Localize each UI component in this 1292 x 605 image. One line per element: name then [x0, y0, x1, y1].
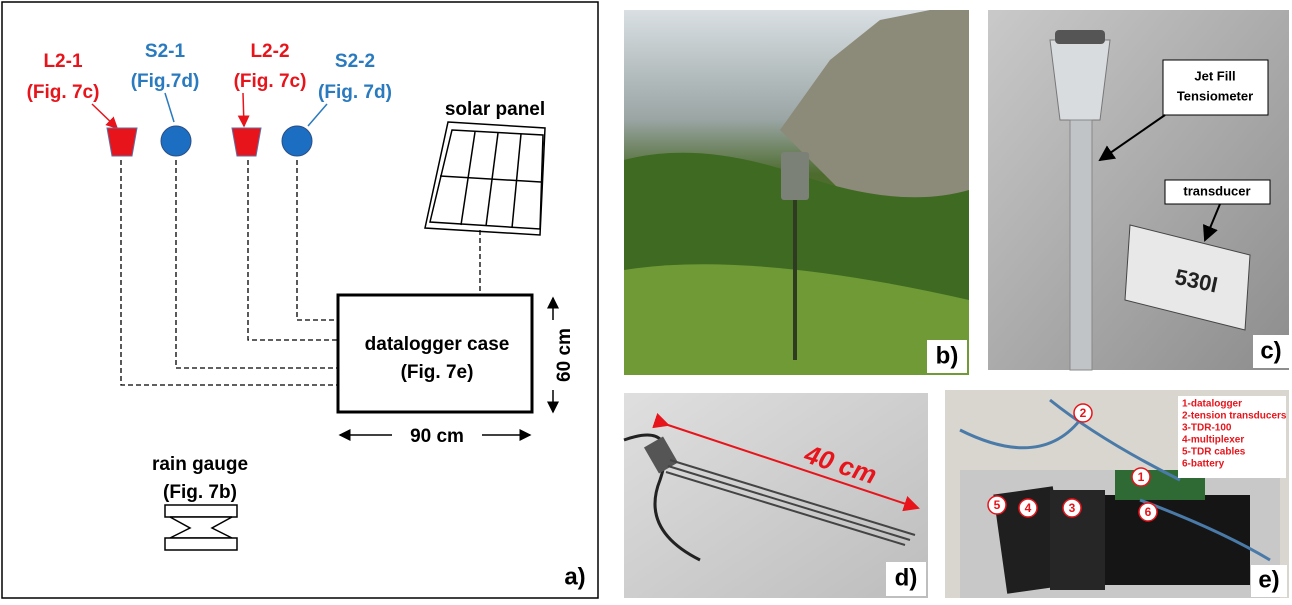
- cable: [120, 160, 338, 386]
- multiplexer: [993, 486, 1067, 594]
- callout-box: [1164, 179, 1271, 205]
- panel-b: b): [624, 10, 969, 375]
- cable: [247, 160, 338, 341]
- label-box: [1253, 335, 1289, 368]
- height-label: 60 cm: [554, 328, 575, 382]
- sensor-icon: [160, 125, 192, 157]
- arrow: [307, 103, 328, 127]
- marker-circle: [1138, 502, 1158, 522]
- width-label: 90 cm: [410, 426, 464, 447]
- label-box: [927, 340, 967, 373]
- mountain: [780, 10, 969, 220]
- label-box: [886, 562, 926, 596]
- length-arrow: [652, 412, 920, 512]
- datalogger-label: datalogger case: [365, 334, 510, 355]
- sensor-icon: [281, 125, 313, 157]
- arrow: [1098, 114, 1166, 162]
- wires: [959, 398, 1271, 562]
- rain-gauge-label: rain gauge: [152, 454, 248, 475]
- arrow: [164, 92, 175, 123]
- battery: [1105, 495, 1250, 585]
- legend-item: 6-battery: [1182, 459, 1225, 470]
- legend-item: 2-tension transducers: [1182, 411, 1287, 422]
- cable: [296, 160, 338, 321]
- legend-item: 3-TDR-100: [1182, 423, 1232, 434]
- marker-label: 3: [1069, 501, 1076, 515]
- arrow: [91, 103, 119, 130]
- sensor-icon: [231, 127, 262, 157]
- sensor-icon: [106, 127, 138, 157]
- marker-circle: [1073, 403, 1093, 423]
- legend-box: [1178, 396, 1286, 478]
- transducer-box: [1124, 224, 1251, 331]
- callout-label: Jet Fill: [1194, 68, 1235, 83]
- arrow: [1203, 203, 1221, 242]
- rain-gauge-ref: (Fig. 7b): [163, 482, 237, 503]
- arrow: [237, 92, 250, 128]
- sensor-ref: (Fig. 7c): [27, 82, 100, 103]
- pole: [793, 200, 797, 360]
- panel-c: 530I Jet Fill Tensiometer transducer c): [988, 10, 1289, 371]
- panel-label: c): [1260, 337, 1281, 364]
- panel-label: a): [564, 563, 585, 590]
- rain-gauge-photo: [781, 152, 809, 200]
- markers: 1 2 3 4 5 6: [987, 403, 1158, 522]
- rain-gauge: [164, 504, 238, 551]
- legend-item: 1-datalogger: [1182, 399, 1242, 410]
- sensor-name: L2-1: [43, 51, 83, 72]
- marker-circle: [1131, 467, 1151, 487]
- cap: [1055, 30, 1105, 44]
- marker-label: 6: [1145, 505, 1152, 519]
- sensor-ref: (Fig. 7d): [318, 82, 392, 103]
- panel-a: L2-1 (Fig. 7c) S2-1 (Fig.7d) L2-2 (Fig. …: [1, 1, 599, 599]
- tube: [1069, 119, 1093, 371]
- datalogger-box: [336, 293, 534, 414]
- label-box: [1251, 565, 1287, 597]
- sensor-name: S2-1: [145, 41, 186, 62]
- marker-label: 4: [1025, 501, 1032, 515]
- transducer-label: transducer: [1183, 183, 1250, 198]
- cable: [175, 160, 338, 369]
- solar-panel-label: solar panel: [445, 99, 545, 120]
- legend-item: 4-multiplexer: [1182, 435, 1244, 446]
- sensor-ref: (Fig. 7c): [234, 71, 307, 92]
- sensor-ref: (Fig.7d): [131, 71, 200, 92]
- marker-label: 5: [994, 498, 1001, 512]
- marker-circle: [1062, 498, 1082, 518]
- panel-label: e): [1258, 566, 1279, 593]
- tensiometer-cup: [1049, 39, 1111, 121]
- panel-d: 40 cm d): [623, 393, 928, 598]
- solar-panel: [424, 121, 546, 236]
- sensor-name: S2-2: [335, 51, 375, 72]
- panel-label: b): [936, 342, 959, 369]
- panel-label: d): [895, 564, 918, 591]
- sensor-name: L2-2: [250, 41, 289, 62]
- legend-item: 5-TDR cables: [1182, 447, 1246, 458]
- callout-box: [1162, 59, 1269, 116]
- callout-label: Tensiometer: [1177, 88, 1253, 103]
- marker-circle: [987, 495, 1007, 515]
- marker-circle: [1018, 498, 1038, 518]
- marker-label: 2: [1080, 406, 1087, 420]
- datalogger-ref: (Fig. 7e): [401, 362, 474, 383]
- marker-label: 1: [1138, 470, 1145, 484]
